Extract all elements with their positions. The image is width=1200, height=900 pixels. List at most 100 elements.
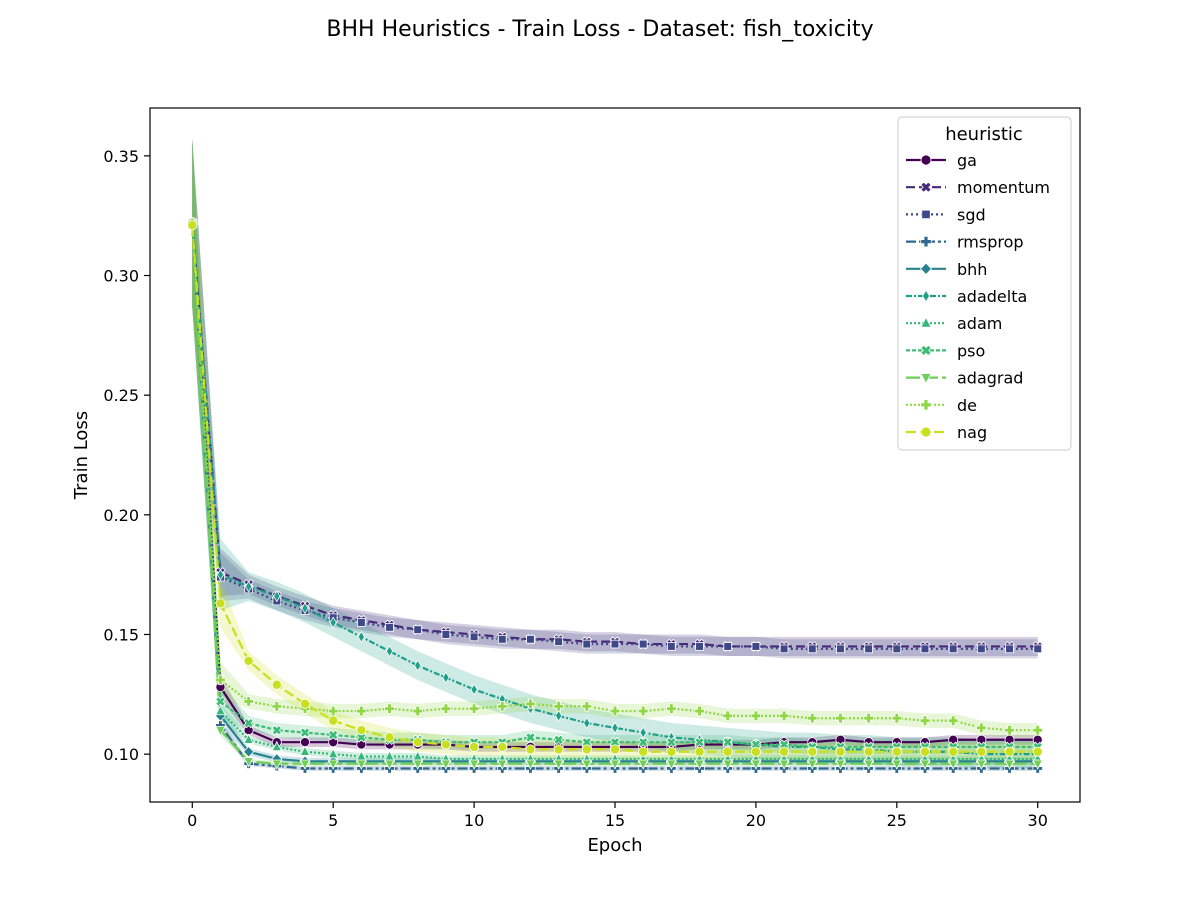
data-point-de xyxy=(384,703,395,714)
data-point-adadelta xyxy=(639,726,647,739)
data-point-adagrad xyxy=(891,759,903,770)
x-tick-label: 30 xyxy=(1028,811,1048,830)
data-point-de xyxy=(919,715,931,726)
data-point-nag xyxy=(328,715,339,726)
data-point-de xyxy=(1004,724,1015,736)
y-tick-label: 0.20 xyxy=(103,506,139,525)
data-point-nag xyxy=(215,598,226,609)
data-point-de xyxy=(243,696,254,707)
legend-item-adadelta: adadelta xyxy=(906,287,1027,306)
data-point-adagrad xyxy=(637,759,649,770)
data-point-sgd xyxy=(526,634,535,644)
data-point-de xyxy=(468,703,480,714)
data-point-adadelta xyxy=(329,616,337,629)
data-point-sgd xyxy=(1005,644,1014,654)
data-point-adagrad xyxy=(722,759,733,770)
data-point-nag xyxy=(553,744,564,755)
legend: heuristic ga momentum sgd rmsprop bhh adadelt… xyxy=(897,116,1072,451)
y-axis: 0.10 0.15 0.20 0.25 0.30 0.35 xyxy=(103,147,150,764)
data-point-nag xyxy=(722,746,733,757)
data-point-nag xyxy=(863,746,874,757)
y-tick-label: 0.30 xyxy=(103,267,139,286)
legend-label: nag xyxy=(957,423,987,442)
data-point-pso xyxy=(722,736,734,748)
legend-item-adam: adam xyxy=(906,314,1002,333)
data-point-de xyxy=(525,698,536,710)
data-point-nag xyxy=(469,741,480,752)
data-point-nag xyxy=(948,746,959,757)
x-axis-label: Epoch xyxy=(587,835,642,856)
data-point-pso xyxy=(525,732,536,743)
data-point-nag xyxy=(581,744,592,755)
data-point-adagrad xyxy=(778,759,790,770)
data-point-adagrad xyxy=(1032,759,1043,770)
data-point-adagrad xyxy=(299,759,311,770)
data-point-nag xyxy=(299,698,310,709)
data-point-adagrad xyxy=(976,759,987,770)
legend-marker-ga xyxy=(920,154,932,166)
data-point-adagrad xyxy=(356,759,367,770)
data-point-adagrad xyxy=(835,759,846,770)
legend-marker-adagrad xyxy=(920,373,932,385)
data-point-nag xyxy=(666,746,677,757)
data-point-sgd xyxy=(977,644,986,654)
legend-marker-bhh xyxy=(919,262,933,276)
data-point-adagrad xyxy=(327,759,339,770)
data-point-adadelta xyxy=(273,590,281,603)
data-point-de xyxy=(412,705,423,717)
data-point-adagrad xyxy=(412,759,423,770)
legend-label: adadelta xyxy=(957,287,1027,306)
data-point-de xyxy=(1032,724,1043,736)
legend-marker-sgd xyxy=(921,209,931,220)
legend-marker-pso xyxy=(920,344,932,357)
data-point-adadelta xyxy=(583,716,591,730)
data-point-nag xyxy=(750,746,761,757)
y-tick-label: 0.10 xyxy=(103,745,139,764)
legend-marker-adadelta xyxy=(922,289,930,303)
data-point-sgd xyxy=(385,622,394,632)
x-axis: 0 5 10 15 20 25 30 xyxy=(187,802,1048,830)
data-point-adadelta xyxy=(611,721,619,734)
data-point-sgd xyxy=(723,642,733,651)
data-point-de xyxy=(553,701,564,712)
data-point-de xyxy=(750,710,762,722)
data-point-de xyxy=(581,701,593,712)
data-point-sgd xyxy=(497,634,507,644)
data-point-sgd xyxy=(920,644,930,654)
data-point-nag xyxy=(243,655,254,666)
data-point-de xyxy=(637,705,649,717)
legend-marker-nag xyxy=(920,426,932,438)
data-point-de xyxy=(976,722,987,734)
data-point-nag xyxy=(779,746,790,757)
data-point-de xyxy=(497,701,508,712)
data-point-adadelta xyxy=(554,709,563,722)
legend-label: adagrad xyxy=(957,369,1023,388)
y-axis-label: Train Loss xyxy=(71,411,92,500)
data-point-adagrad xyxy=(947,759,959,770)
data-point-de xyxy=(609,705,621,717)
legend-label: bhh xyxy=(957,260,987,279)
legend-marker-de xyxy=(920,399,932,411)
data-point-pso xyxy=(243,717,254,729)
data-point-adam xyxy=(243,733,254,744)
legend-marker-adam xyxy=(920,316,932,328)
data-point-adagrad xyxy=(243,757,254,768)
data-point-adagrad xyxy=(215,726,226,737)
data-point-sgd xyxy=(836,644,845,654)
x-tick-label: 10 xyxy=(464,811,484,830)
data-point-adagrad xyxy=(440,759,452,770)
x-tick-label: 20 xyxy=(746,811,766,830)
data-point-adagrad xyxy=(468,759,480,770)
data-point-adagrad xyxy=(1004,759,1015,770)
legend-label: sgd xyxy=(957,205,986,224)
data-point-adagrad xyxy=(497,759,508,770)
data-point-de xyxy=(271,701,283,712)
data-point-adagrad xyxy=(384,759,395,770)
data-point-de xyxy=(722,710,733,722)
series-markers xyxy=(186,216,1044,774)
data-point-adagrad xyxy=(863,759,874,770)
x-tick-label: 15 xyxy=(605,811,625,830)
data-point-adadelta xyxy=(301,602,309,615)
data-point-nag xyxy=(891,746,902,757)
data-point-nag xyxy=(610,744,621,755)
